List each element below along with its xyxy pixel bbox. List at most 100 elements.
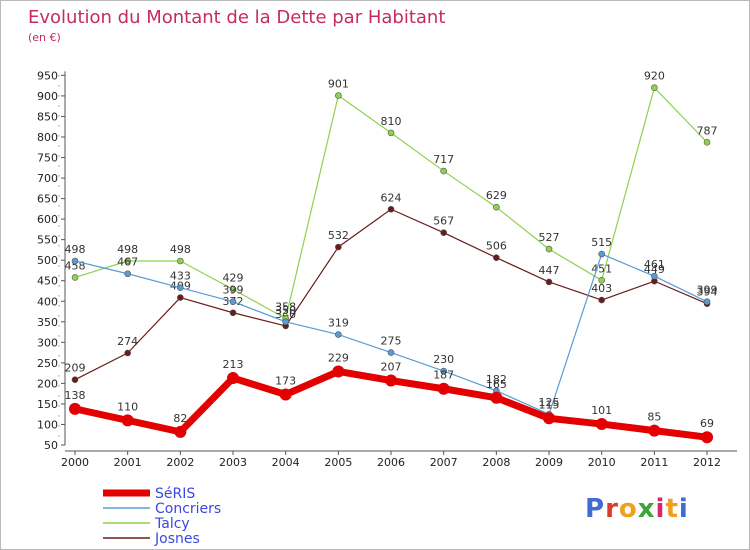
data-point [121,414,134,427]
data-point [598,277,606,284]
data-point [229,298,237,305]
data-label: 467 [117,256,138,269]
data-point [124,270,131,278]
y-tick-label: 400 [37,295,58,308]
data-point [174,425,187,438]
data-label: 207 [381,361,402,374]
y-tick-label: 50 [44,439,58,452]
y-tick-label: 350 [37,316,58,329]
series-0: 138 110 82 213 173 229 207 187 165 115 101 85 69 [65,351,714,444]
data-point [651,272,658,280]
x-tick-label: 2009 [535,456,563,469]
axes: 50 100 150 200 250 300 350 400 450 500 550 600 650 70… [37,69,738,469]
data-label: 213 [223,358,244,371]
data-point [493,254,500,262]
y-tick-label: 300 [37,336,58,349]
x-tick-label: 2001 [114,456,142,469]
data-label: 173 [275,374,296,387]
data-point [440,229,447,236]
x-tick-label: 2010 [588,456,616,469]
data-label: 498 [170,243,191,256]
data-label: 230 [433,353,454,366]
data-label: 350 [275,304,296,317]
data-label: 717 [433,153,454,166]
y-tick-label: 150 [37,398,58,411]
data-label: 447 [539,264,560,277]
proxiti-logo: Proxiti [585,494,689,524]
data-point [71,257,79,265]
legend-label: SéRIS [155,486,195,502]
data-point [335,92,342,99]
data-point [543,412,556,425]
data-label: 451 [591,262,612,275]
data-point [335,243,342,251]
x-tick-label: 2000 [61,456,89,469]
y-tick-label: 100 [37,418,58,431]
x-tick-label: 2003 [219,456,247,469]
x-tick-label: 2007 [430,456,458,469]
data-point [703,139,711,146]
data-point [493,203,500,211]
data-point [651,84,658,91]
data-point [177,257,184,265]
data-label: 125 [539,396,560,409]
series-3: 209274409372340532624567506447403449394 [65,191,718,383]
y-tick-label: 800 [37,131,58,144]
data-point [701,431,714,444]
data-label: 274 [117,335,138,348]
data-point [545,245,553,253]
data-label: 515 [591,236,612,249]
legend-label: Josnes [154,531,200,547]
x-tick-label: 2002 [166,456,194,469]
data-label: 506 [486,240,507,253]
data-label: 920 [644,70,665,83]
y-tick-label: 950 [37,69,58,82]
data-label: 229 [328,351,349,364]
data-point [69,402,81,415]
data-label: 498 [65,243,86,256]
data-label: 275 [381,335,402,348]
data-point [595,418,608,431]
data-label: 82 [173,412,187,425]
data-label: 85 [647,411,661,424]
proxiti-logo-text: Proxiti [585,494,689,524]
y-tick-label: 600 [37,213,58,226]
data-point [598,296,606,304]
data-label: 319 [328,317,349,330]
y-tick-label: 650 [37,193,58,206]
data-point [387,129,395,137]
x-tick-label: 2006 [377,456,405,469]
data-point [124,349,131,357]
series-layer: 2092744093723405326245675064474034493944… [65,70,718,444]
data-label: 527 [539,231,560,244]
logo-letter: x [638,494,656,524]
data-label: 461 [644,258,665,271]
logo-letter: t [665,494,678,524]
logo-letter: i [656,494,666,524]
y-tick-label: 500 [37,254,58,267]
data-point [124,257,131,265]
data-label: 532 [328,229,349,242]
data-point [440,367,447,375]
data-label: 629 [486,189,507,202]
data-point [177,294,184,301]
data-point [71,274,79,281]
data-point [229,286,237,293]
data-label: 69 [700,417,714,430]
data-point [282,318,289,326]
y-tick-label: 900 [37,90,58,103]
y-tick-label: 750 [37,152,58,165]
logo-letter: o [619,494,638,524]
data-label: 101 [591,404,612,417]
data-label: 810 [381,115,402,128]
data-label: 182 [486,373,507,386]
data-label: 449 [644,263,665,276]
legend-label: Concriers [155,501,221,517]
data-label: 394 [697,286,718,299]
data-point [490,391,503,404]
y-tick-label: 700 [37,172,58,185]
data-label: 429 [223,271,244,284]
data-label: 403 [591,282,612,295]
data-point [387,349,395,356]
